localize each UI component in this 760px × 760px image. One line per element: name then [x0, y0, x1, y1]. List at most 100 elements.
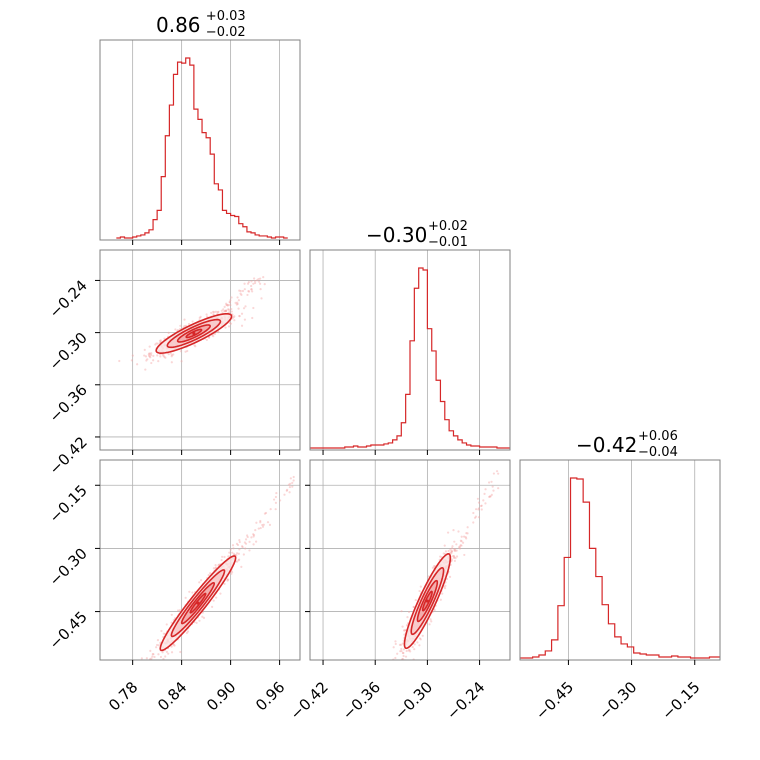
- scatter-point: [251, 290, 254, 293]
- scatter-point: [145, 359, 148, 362]
- scatter-point: [462, 535, 466, 538]
- scatter-point: [144, 665, 146, 667]
- scatter-point: [263, 512, 267, 515]
- scatter-point: [252, 306, 255, 310]
- scatter-point: [463, 553, 466, 557]
- scatter-point: [213, 332, 217, 335]
- scatter-point: [239, 292, 242, 295]
- scatter-point: [250, 288, 253, 291]
- panel-title: 0.86 +0.03−0.02: [156, 9, 246, 40]
- scatter-point: [441, 592, 444, 595]
- scatter-point: [292, 479, 295, 482]
- scatter-point: [262, 523, 265, 526]
- y-tick-label: −0.36: [46, 381, 91, 426]
- scatter-point: [247, 281, 250, 284]
- scatter-point: [198, 619, 201, 622]
- scatter-point: [477, 516, 481, 519]
- scatter-point: [268, 523, 272, 526]
- title-value: −0.30: [366, 223, 427, 247]
- scatter-point: [230, 296, 233, 299]
- scatter-point: [224, 309, 228, 313]
- scatter-point: [150, 674, 152, 676]
- scatter-point: [143, 354, 146, 357]
- scatter-point: [220, 309, 223, 312]
- y-tick-label: −0.45: [46, 608, 91, 653]
- x-tick-label: −0.30: [391, 678, 436, 723]
- scatter-layer: [383, 470, 500, 700]
- scatter-point: [162, 657, 165, 660]
- scatter-point: [250, 284, 253, 288]
- scatter-point: [156, 639, 160, 642]
- scatter-point: [238, 548, 241, 551]
- scatter-point: [472, 521, 475, 524]
- panel-frame: [99, 459, 301, 661]
- scatter-point: [279, 499, 282, 502]
- scatter-point: [241, 545, 244, 548]
- scatter-point: [400, 664, 402, 666]
- scatter-point: [488, 495, 491, 498]
- panel-frame: [99, 249, 301, 451]
- scatter-point: [130, 359, 133, 362]
- scatter-point: [433, 565, 436, 568]
- scatter-point: [223, 310, 226, 313]
- scatter-point: [402, 663, 404, 665]
- scatter-point: [449, 551, 452, 554]
- contour-center: [196, 601, 200, 605]
- scatter-point: [289, 477, 292, 480]
- scatter-point: [497, 472, 500, 475]
- scatter-point: [292, 475, 295, 479]
- scatter-point: [454, 557, 457, 560]
- scatter-point: [162, 632, 165, 635]
- y-tick-label: −0.30: [46, 329, 91, 374]
- panel-title: −0.42 +0.06−0.04: [576, 429, 678, 460]
- scatter-point: [246, 282, 250, 285]
- scatter-point: [179, 350, 182, 353]
- scatter-point: [214, 564, 217, 567]
- scatter-point: [459, 539, 462, 542]
- scatter-point: [465, 537, 468, 540]
- scatter-point: [484, 502, 487, 505]
- scatter-point: [236, 301, 239, 304]
- scatter-point: [447, 549, 450, 553]
- scatter-point: [487, 481, 491, 484]
- scatter-panel-2-1: −0.42 −0.36 −0.30 −0.24: [46, 249, 301, 478]
- scatter-point: [428, 623, 431, 626]
- scatter-point: [198, 316, 201, 320]
- scatter-point: [453, 548, 456, 551]
- scatter-point: [242, 307, 246, 310]
- scatter-point: [490, 493, 493, 496]
- scatter-point: [141, 676, 143, 678]
- scatter-point: [146, 662, 148, 664]
- panel-frame: [309, 249, 511, 451]
- scatter-point: [151, 660, 153, 662]
- scatter-point: [236, 302, 239, 306]
- scatter-point: [398, 643, 402, 646]
- scatter-point: [207, 574, 210, 577]
- scatter-point: [238, 540, 241, 544]
- scatter-point: [140, 657, 143, 660]
- scatter-point: [402, 651, 405, 655]
- scatter-point: [229, 548, 232, 551]
- scatter-point: [404, 665, 406, 667]
- scatter-point: [401, 625, 404, 628]
- scatter-point: [400, 649, 403, 653]
- scatter-point: [180, 360, 183, 363]
- scatter-point: [450, 550, 454, 553]
- scatter-point: [480, 504, 483, 507]
- scatter-point: [480, 508, 483, 511]
- scatter-point: [431, 566, 435, 569]
- scatter-point: [452, 556, 456, 559]
- scatter-point: [383, 698, 385, 700]
- scatter-point: [396, 652, 399, 655]
- scatter-point: [244, 538, 248, 541]
- x-tick-label: 0.84: [154, 678, 190, 714]
- scatter-point: [418, 637, 422, 640]
- title-value: 0.86: [156, 13, 201, 37]
- scatter-point: [237, 559, 240, 562]
- scatter-point: [458, 545, 461, 548]
- scatter-point: [184, 596, 187, 599]
- scatter-point: [153, 655, 156, 659]
- scatter-point: [159, 655, 163, 659]
- scatter-point: [163, 355, 166, 358]
- scatter-point: [266, 521, 270, 524]
